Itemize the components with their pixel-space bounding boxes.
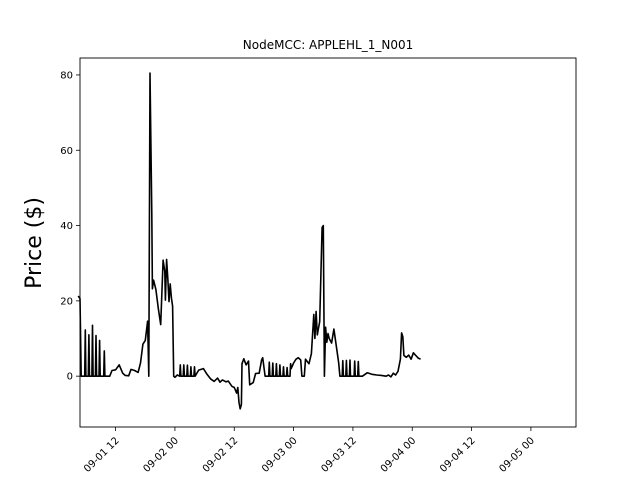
y-tick-label: 0	[67, 372, 73, 383]
x-tick-label: 09-03 00	[260, 435, 300, 475]
x-tick-label: 09-04 00	[379, 435, 419, 475]
y-tick-label: 80	[60, 70, 73, 81]
price-series-line	[77, 72, 421, 410]
y-tick-label: 20	[60, 296, 73, 307]
x-tick-label: 09-03 12	[319, 435, 359, 475]
x-tick-label: 09-02 12	[201, 435, 241, 475]
chart-title: NodeMCC: APPLEHL_1_N001	[243, 38, 413, 52]
x-tick-label: 09-05 00	[497, 435, 537, 475]
y-axis-ticks: 0 20 40 60 80	[60, 70, 80, 383]
plot-frame	[79, 57, 577, 428]
y-tick-label: 60	[60, 146, 73, 157]
x-axis-ticks: 09-01 12 09-02 00 09-02 12 09-03 00 09-03 12…	[82, 427, 537, 475]
y-tick-label: 40	[60, 221, 73, 232]
x-tick-label: 09-04 12	[438, 435, 478, 475]
y-axis-label: Price ($)	[22, 197, 47, 289]
x-tick-label: 09-01 12	[82, 435, 122, 475]
x-tick-label: 09-02 00	[141, 435, 181, 475]
